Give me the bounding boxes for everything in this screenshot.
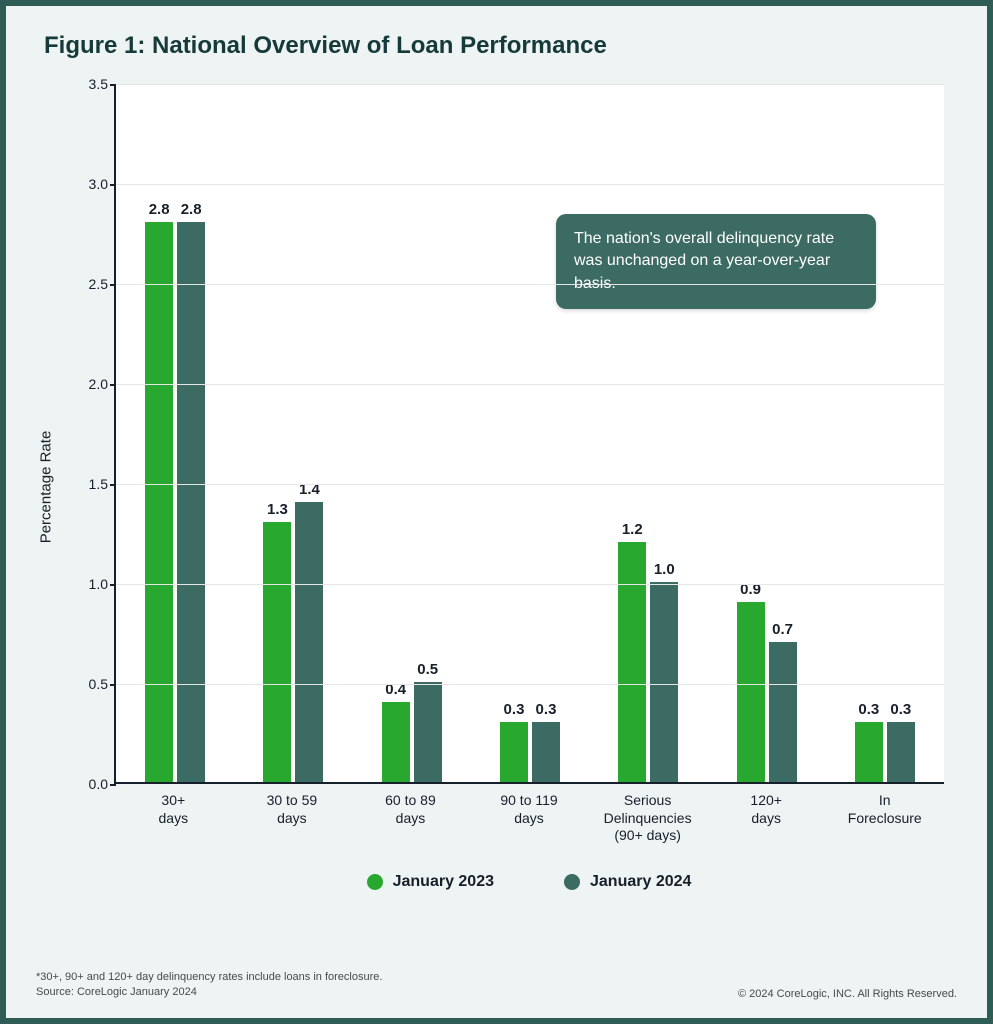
bar-value-label: 0.3 [858,701,879,722]
bar: 2.8 [145,222,173,782]
bar-value-label: 0.5 [417,661,438,682]
x-tick-label: 60 to 89 days [351,784,470,845]
footnote: *30+, 90+ and 120+ day delinquency rates… [36,970,382,1000]
gridline [116,484,944,485]
bar: 0.3 [855,722,883,782]
legend-label: January 2024 [590,873,691,891]
gridline [116,184,944,185]
y-tick-mark [110,784,116,786]
bar: 1.4 [295,502,323,782]
x-tick-label: In Foreclosure [825,784,944,845]
y-tick-mark [110,184,116,186]
bar-value-label: 1.0 [654,561,675,582]
figure-frame: Figure 1: National Overview of Loan Perf… [0,0,993,1024]
bar-value-label: 0.3 [890,701,911,722]
bars-row: 2.82.81.31.40.40.50.30.31.21.00.90.70.30… [116,84,944,782]
bar-group: 1.31.4 [234,84,352,782]
x-tick-label: Serious Delinquencies (90+ days) [588,784,707,845]
bar-group: 0.30.3 [471,84,589,782]
figure-title: Figure 1: National Overview of Loan Perf… [44,32,957,60]
bar-group: 0.40.5 [353,84,471,782]
x-tick-label: 90 to 119 days [470,784,589,845]
legend: January 2023 January 2024 [114,873,944,891]
y-tick-mark [110,684,116,686]
bar: 1.0 [650,582,678,782]
chart-annotation: The nation's overall delinquency rate wa… [556,214,876,309]
y-tick-mark [110,384,116,386]
gridline [116,384,944,385]
x-axis-labels: 30+ days30 to 59 days60 to 89 days90 to … [114,784,944,845]
bar-value-label: 0.7 [772,621,793,642]
y-tick-mark [110,284,116,286]
bar: 0.3 [532,722,560,782]
bar: 0.3 [500,722,528,782]
bar: 0.3 [887,722,915,782]
bar-value-label: 1.2 [622,521,643,542]
x-tick-label: 30 to 59 days [233,784,352,845]
bar: 2.8 [177,222,205,782]
bar-value-label: 0.3 [504,701,525,722]
plot-area: 2.82.81.31.40.40.50.30.31.21.00.90.70.30… [114,84,944,784]
bar-value-label: 1.3 [267,501,288,522]
bar: 1.2 [618,542,646,782]
bar: 0.9 [737,602,765,782]
x-tick-label: 30+ days [114,784,233,845]
y-tick-mark [110,584,116,586]
figure-footer: *30+, 90+ and 120+ day delinquency rates… [36,970,957,1000]
gridline [116,284,944,285]
legend-swatch-icon [367,874,383,890]
gridline [116,684,944,685]
y-tick-mark [110,484,116,486]
y-tick-mark [110,84,116,86]
bar: 1.3 [263,522,291,782]
legend-item: January 2023 [367,873,494,891]
bar-group: 0.30.3 [826,84,944,782]
bar-group: 2.82.8 [116,84,234,782]
x-tick-label: 120+ days [707,784,826,845]
chart-container: Percentage Rate 2.82.81.31.40.40.50.30.3… [76,84,957,891]
bar: 0.4 [382,702,410,782]
copyright: © 2024 CoreLogic, INC. All Rights Reserv… [738,988,957,1000]
bar: 0.5 [414,682,442,782]
bar-group: 0.90.7 [707,84,825,782]
bar-group: 1.21.0 [589,84,707,782]
legend-item: January 2024 [564,873,691,891]
legend-swatch-icon [564,874,580,890]
plot: 2.82.81.31.40.40.50.30.31.21.00.90.70.30… [114,84,957,845]
gridline [116,84,944,85]
y-axis-label: Percentage Rate [38,431,55,544]
bar-value-label: 2.8 [149,201,170,222]
gridline [116,584,944,585]
bar-value-label: 2.8 [181,201,202,222]
legend-label: January 2023 [393,873,494,891]
bar: 0.7 [769,642,797,782]
bar-value-label: 0.3 [536,701,557,722]
